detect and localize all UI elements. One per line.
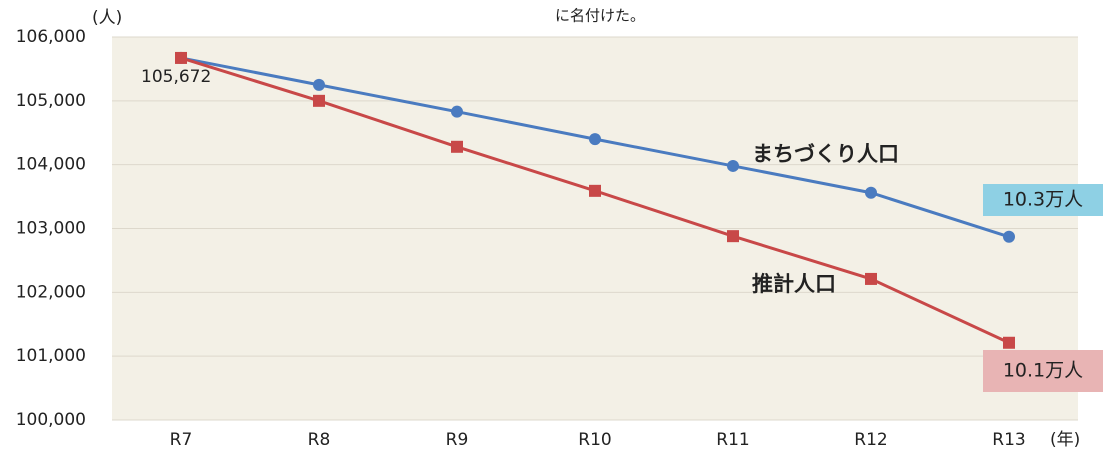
x-tick-label: R12 xyxy=(854,430,887,450)
x-tick-label: R10 xyxy=(578,430,611,450)
marker xyxy=(1003,230,1015,243)
marker xyxy=(865,272,877,285)
marker xyxy=(727,159,739,172)
y-tick-label: 104,000 xyxy=(16,155,86,175)
marker xyxy=(589,184,601,197)
series-name: 推計人口 xyxy=(752,272,836,296)
marker xyxy=(313,94,325,107)
marker xyxy=(451,105,463,118)
series-name: まちづくり人口 xyxy=(752,142,899,166)
marker xyxy=(451,140,463,153)
y-tick-label: 106,000 xyxy=(16,27,86,47)
x-tick-label: R7 xyxy=(170,430,193,450)
y-tick-label: 100,000 xyxy=(16,410,86,430)
marker xyxy=(313,78,325,91)
y-tick-label: 101,000 xyxy=(16,346,86,366)
marker xyxy=(1003,336,1015,349)
x-tick-label: R9 xyxy=(446,430,469,450)
marker xyxy=(589,133,601,146)
value-label: 10.3万人 xyxy=(1003,189,1083,211)
chart-title: に名付けた。 xyxy=(555,7,645,25)
marker xyxy=(727,230,739,243)
marker xyxy=(865,186,877,199)
y-tick-label: 102,000 xyxy=(16,282,86,302)
x-unit: (年) xyxy=(1050,430,1080,450)
x-tick-label: R11 xyxy=(716,430,749,450)
y-unit: (人) xyxy=(92,8,122,28)
value-label: 10.1万人 xyxy=(1003,360,1083,382)
marker xyxy=(175,51,187,64)
value-label: 105,672 xyxy=(141,67,211,87)
y-tick-label: 103,000 xyxy=(16,219,86,239)
label-box xyxy=(983,184,1103,216)
x-tick-label: R13 xyxy=(992,430,1025,450)
label-box xyxy=(983,350,1103,392)
y-tick-label: 105,000 xyxy=(16,91,86,111)
x-tick-label: R8 xyxy=(308,430,331,450)
